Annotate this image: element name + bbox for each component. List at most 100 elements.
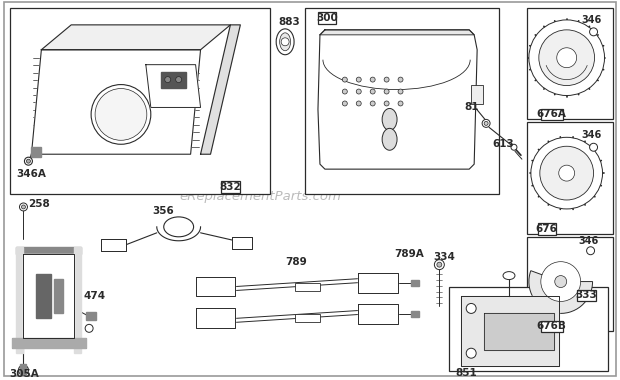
Circle shape xyxy=(175,77,182,82)
Polygon shape xyxy=(412,312,420,317)
Circle shape xyxy=(384,101,389,106)
Circle shape xyxy=(590,28,598,36)
Polygon shape xyxy=(295,283,320,291)
Circle shape xyxy=(484,121,488,125)
Circle shape xyxy=(529,20,604,95)
Bar xyxy=(577,290,596,301)
Circle shape xyxy=(555,276,567,288)
Text: 346: 346 xyxy=(582,15,601,25)
Circle shape xyxy=(24,157,32,165)
Text: 676A: 676A xyxy=(537,109,567,119)
Polygon shape xyxy=(37,274,51,318)
Polygon shape xyxy=(20,364,27,374)
Circle shape xyxy=(356,101,361,106)
Circle shape xyxy=(370,77,375,82)
Text: 346: 346 xyxy=(582,130,601,140)
Circle shape xyxy=(437,262,442,267)
Text: 474: 474 xyxy=(83,291,105,301)
Polygon shape xyxy=(24,254,74,338)
Bar xyxy=(527,122,613,234)
Polygon shape xyxy=(412,280,420,285)
Text: 346A: 346A xyxy=(17,169,46,179)
Circle shape xyxy=(398,101,403,106)
Polygon shape xyxy=(318,30,477,169)
Polygon shape xyxy=(320,30,474,35)
Circle shape xyxy=(398,89,403,94)
Text: eReplacementParts.com: eReplacementParts.com xyxy=(179,190,341,204)
Text: 356: 356 xyxy=(153,206,175,216)
Bar xyxy=(541,109,563,120)
Polygon shape xyxy=(101,239,126,251)
Polygon shape xyxy=(12,338,86,348)
Bar xyxy=(221,181,239,193)
Circle shape xyxy=(356,77,361,82)
Text: 832: 832 xyxy=(219,182,241,192)
Bar xyxy=(538,223,556,234)
Text: 883: 883 xyxy=(278,17,300,27)
Bar xyxy=(12,338,86,348)
Text: 333: 333 xyxy=(576,290,598,301)
Text: 676: 676 xyxy=(536,224,558,234)
Ellipse shape xyxy=(280,33,291,51)
Ellipse shape xyxy=(382,128,397,150)
Circle shape xyxy=(370,101,375,106)
Text: 81: 81 xyxy=(464,103,479,112)
Polygon shape xyxy=(232,237,252,249)
Circle shape xyxy=(557,48,577,68)
Polygon shape xyxy=(461,296,559,366)
Circle shape xyxy=(539,30,595,86)
Circle shape xyxy=(531,137,603,209)
Polygon shape xyxy=(17,247,24,353)
Circle shape xyxy=(85,325,93,332)
Circle shape xyxy=(19,365,29,375)
Circle shape xyxy=(342,77,347,82)
Polygon shape xyxy=(17,247,81,254)
Circle shape xyxy=(590,143,598,151)
Circle shape xyxy=(511,144,517,150)
Polygon shape xyxy=(86,312,96,320)
Circle shape xyxy=(22,205,25,209)
Text: 676B: 676B xyxy=(537,321,567,331)
Polygon shape xyxy=(484,314,554,350)
Bar xyxy=(101,239,126,251)
Polygon shape xyxy=(195,277,236,296)
Circle shape xyxy=(384,77,389,82)
Circle shape xyxy=(435,260,445,270)
Polygon shape xyxy=(32,147,42,157)
Polygon shape xyxy=(161,72,185,87)
Circle shape xyxy=(356,89,361,94)
Bar xyxy=(471,85,483,104)
Polygon shape xyxy=(358,272,397,293)
Bar xyxy=(305,8,499,194)
Bar xyxy=(318,12,336,24)
Circle shape xyxy=(342,101,347,106)
Polygon shape xyxy=(55,279,63,314)
Text: 334: 334 xyxy=(433,252,455,262)
Text: 305A: 305A xyxy=(9,369,39,379)
Ellipse shape xyxy=(276,29,294,55)
Polygon shape xyxy=(358,304,397,325)
Text: 300: 300 xyxy=(316,13,338,23)
Circle shape xyxy=(91,85,151,144)
Circle shape xyxy=(342,89,347,94)
Polygon shape xyxy=(74,247,81,353)
Circle shape xyxy=(370,89,375,94)
Text: 789: 789 xyxy=(285,256,307,267)
Circle shape xyxy=(398,77,403,82)
Wedge shape xyxy=(529,271,593,314)
Bar xyxy=(527,8,613,119)
Text: 851: 851 xyxy=(455,368,477,378)
Polygon shape xyxy=(195,309,236,328)
Circle shape xyxy=(466,348,476,358)
Bar xyxy=(541,321,563,332)
Circle shape xyxy=(281,38,289,46)
Text: 258: 258 xyxy=(29,199,50,209)
Circle shape xyxy=(384,89,389,94)
Circle shape xyxy=(19,203,27,211)
Circle shape xyxy=(482,119,490,127)
Ellipse shape xyxy=(164,217,193,237)
Polygon shape xyxy=(32,50,200,154)
Circle shape xyxy=(540,146,593,200)
Circle shape xyxy=(559,165,575,181)
Bar xyxy=(527,237,613,331)
